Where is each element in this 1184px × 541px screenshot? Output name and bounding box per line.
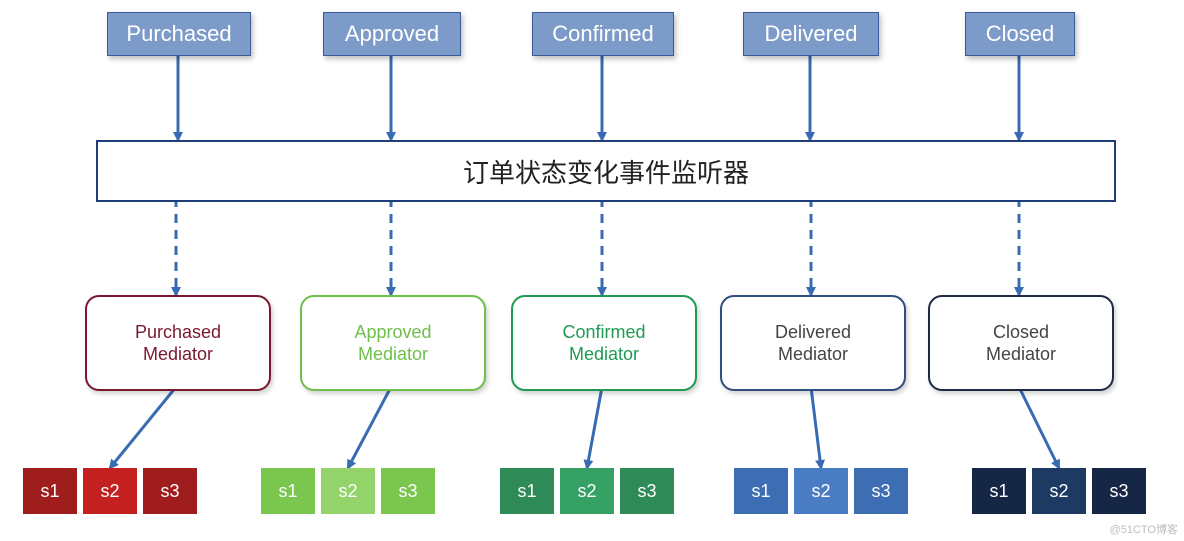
mediator-label: PurchasedMediator xyxy=(135,321,221,366)
state-approved: Approved xyxy=(323,12,461,56)
arrow-mediator-to-s-confirmed xyxy=(587,387,602,468)
s-block-purchased-s2: s2 xyxy=(83,468,137,514)
mediator-label: ApprovedMediator xyxy=(354,321,431,366)
mediator-label: ConfirmedMediator xyxy=(562,321,645,366)
s-block-confirmed-s3: s3 xyxy=(620,468,674,514)
mediator-purchased: PurchasedMediator xyxy=(85,295,271,391)
s-block-approved-s1: s1 xyxy=(261,468,315,514)
connector-layer xyxy=(0,0,1184,541)
state-purchased: Purchased xyxy=(107,12,251,56)
arrow-mediator-to-s-approved xyxy=(348,387,391,468)
s-block-approved-s2: s2 xyxy=(321,468,375,514)
s-block-approved-s3: s3 xyxy=(381,468,435,514)
s-block-purchased-s3: s3 xyxy=(143,468,197,514)
state-delivered: Delivered xyxy=(743,12,879,56)
s-block-closed-s1: s1 xyxy=(972,468,1026,514)
state-confirmed: Confirmed xyxy=(532,12,674,56)
state-closed: Closed xyxy=(965,12,1075,56)
s-block-closed-s2: s2 xyxy=(1032,468,1086,514)
mediator-approved: ApprovedMediator xyxy=(300,295,486,391)
s-block-delivered-s2: s2 xyxy=(794,468,848,514)
s-block-confirmed-s2: s2 xyxy=(560,468,614,514)
watermark: @51CTO博客 xyxy=(1110,521,1178,537)
arrow-mediator-to-s-closed xyxy=(1019,387,1059,468)
mediator-label: ClosedMediator xyxy=(986,321,1056,366)
mediator-delivered: DeliveredMediator xyxy=(720,295,906,391)
s-block-purchased-s1: s1 xyxy=(23,468,77,514)
s-block-closed-s3: s3 xyxy=(1092,468,1146,514)
arrow-mediator-to-s-purchased xyxy=(110,387,176,468)
s-block-confirmed-s1: s1 xyxy=(500,468,554,514)
s-block-delivered-s3: s3 xyxy=(854,468,908,514)
s-block-delivered-s1: s1 xyxy=(734,468,788,514)
event-listener-box: 订单状态变化事件监听器 xyxy=(96,140,1116,202)
mediator-label: DeliveredMediator xyxy=(775,321,851,366)
mediator-closed: ClosedMediator xyxy=(928,295,1114,391)
arrow-mediator-to-s-delivered xyxy=(811,387,821,468)
mediator-confirmed: ConfirmedMediator xyxy=(511,295,697,391)
